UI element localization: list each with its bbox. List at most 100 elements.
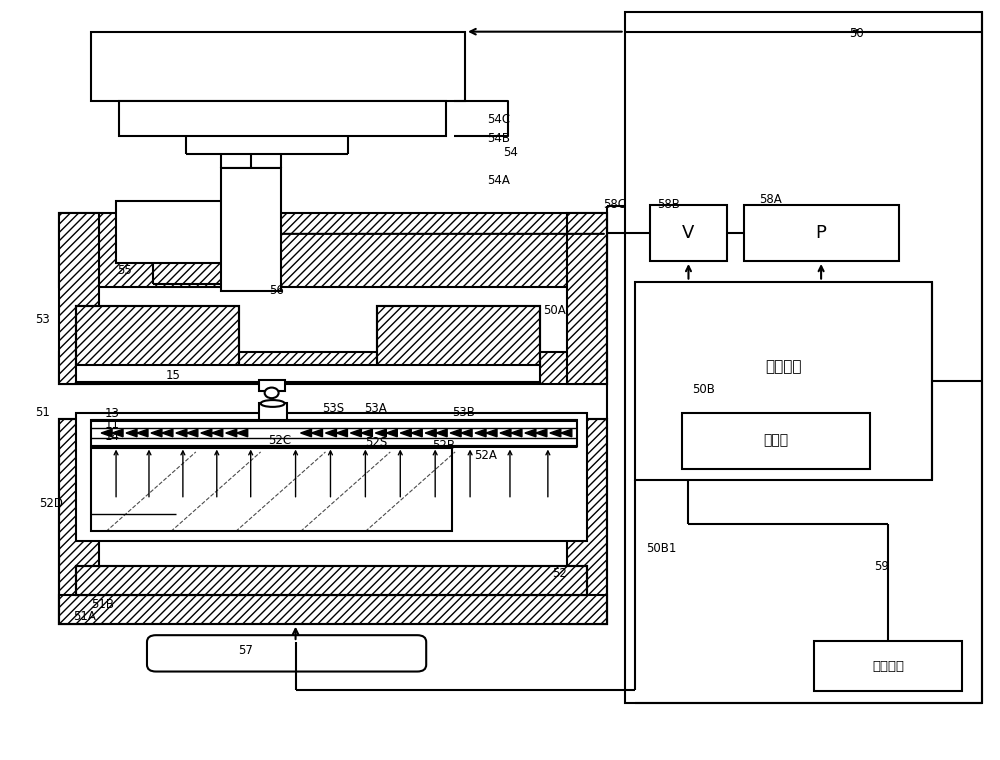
- Text: 15: 15: [166, 369, 181, 382]
- Bar: [76, 365, 540, 382]
- Text: 57: 57: [238, 644, 253, 657]
- Text: 52C: 52C: [268, 434, 291, 447]
- Bar: [567, 214, 607, 384]
- Bar: [91, 420, 577, 446]
- Bar: [259, 404, 287, 420]
- Ellipse shape: [261, 400, 285, 407]
- Text: 53: 53: [35, 313, 50, 326]
- Bar: [119, 101, 446, 136]
- Polygon shape: [425, 429, 436, 437]
- Polygon shape: [226, 429, 237, 437]
- Text: 53A: 53A: [364, 402, 387, 415]
- Text: 54B: 54B: [487, 132, 510, 145]
- Polygon shape: [511, 429, 522, 437]
- Bar: [76, 306, 239, 366]
- Text: 59: 59: [874, 560, 889, 573]
- Bar: [76, 566, 587, 595]
- Polygon shape: [126, 429, 137, 437]
- Bar: [59, 214, 607, 287]
- Text: 55: 55: [117, 264, 132, 277]
- Polygon shape: [137, 429, 148, 437]
- Polygon shape: [550, 429, 561, 437]
- Bar: [377, 306, 540, 366]
- Text: 50B: 50B: [692, 383, 715, 397]
- Text: 通知部件: 通知部件: [872, 660, 904, 673]
- Polygon shape: [386, 429, 397, 437]
- Polygon shape: [201, 429, 212, 437]
- Text: 50B1: 50B1: [647, 542, 677, 555]
- Polygon shape: [486, 429, 497, 437]
- Bar: [59, 214, 99, 384]
- Text: 58B: 58B: [658, 198, 680, 211]
- Bar: [221, 168, 281, 291]
- Bar: [91, 32, 465, 101]
- Text: 58C: 58C: [603, 198, 626, 211]
- Bar: [744, 205, 899, 261]
- Bar: [259, 380, 285, 391]
- Polygon shape: [561, 429, 572, 437]
- Text: 控制装置: 控制装置: [765, 359, 801, 374]
- Text: 52B: 52B: [432, 439, 455, 452]
- Polygon shape: [500, 429, 511, 437]
- Bar: [567, 420, 607, 624]
- Bar: [682, 413, 870, 469]
- Text: 56: 56: [269, 284, 284, 297]
- Text: 51: 51: [35, 406, 50, 419]
- Polygon shape: [350, 429, 361, 437]
- Bar: [76, 566, 587, 595]
- Polygon shape: [436, 429, 447, 437]
- Text: 54A: 54A: [487, 174, 510, 188]
- Bar: [814, 641, 962, 691]
- Text: 54C: 54C: [487, 113, 510, 126]
- Polygon shape: [400, 429, 411, 437]
- Polygon shape: [151, 429, 162, 437]
- Bar: [625, 12, 982, 702]
- Bar: [59, 595, 607, 624]
- Text: 52D: 52D: [39, 497, 63, 510]
- Polygon shape: [375, 429, 386, 437]
- Bar: [635, 281, 932, 480]
- Polygon shape: [411, 429, 422, 437]
- Polygon shape: [525, 429, 536, 437]
- Text: P: P: [816, 224, 827, 242]
- Text: 11: 11: [105, 418, 120, 431]
- Text: V: V: [682, 224, 695, 242]
- Text: 存储器: 存储器: [764, 433, 789, 448]
- Polygon shape: [101, 429, 112, 437]
- Polygon shape: [361, 429, 372, 437]
- Polygon shape: [475, 429, 486, 437]
- Polygon shape: [162, 429, 173, 437]
- Text: 53B: 53B: [452, 406, 475, 419]
- Bar: [59, 352, 607, 384]
- Bar: [59, 420, 99, 624]
- Text: 52: 52: [552, 567, 567, 580]
- Bar: [116, 201, 224, 263]
- Text: 58A: 58A: [759, 193, 782, 206]
- Text: 14: 14: [105, 429, 120, 442]
- Polygon shape: [536, 429, 547, 437]
- Polygon shape: [450, 429, 461, 437]
- Polygon shape: [112, 429, 123, 437]
- Circle shape: [265, 388, 279, 398]
- Text: 13: 13: [105, 407, 120, 420]
- Bar: [650, 205, 727, 261]
- Bar: [59, 420, 607, 624]
- Polygon shape: [325, 429, 336, 437]
- Text: 50A: 50A: [543, 304, 566, 317]
- Text: 52S: 52S: [365, 435, 388, 448]
- Polygon shape: [212, 429, 223, 437]
- Bar: [377, 306, 540, 366]
- Bar: [76, 413, 587, 540]
- Polygon shape: [461, 429, 472, 437]
- Text: 52A: 52A: [474, 449, 497, 462]
- Polygon shape: [187, 429, 198, 437]
- Polygon shape: [336, 429, 347, 437]
- Text: 54: 54: [503, 147, 518, 160]
- Text: 51A: 51A: [73, 610, 96, 622]
- FancyBboxPatch shape: [147, 635, 426, 672]
- Polygon shape: [301, 429, 312, 437]
- Text: 53S: 53S: [322, 402, 345, 415]
- Polygon shape: [176, 429, 187, 437]
- Polygon shape: [237, 429, 248, 437]
- Bar: [91, 448, 452, 531]
